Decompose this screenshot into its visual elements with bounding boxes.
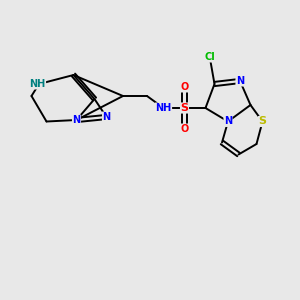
Text: NH: NH bbox=[155, 103, 172, 113]
Text: N: N bbox=[224, 116, 232, 127]
Text: O: O bbox=[180, 124, 189, 134]
Text: N: N bbox=[236, 76, 244, 86]
Text: S: S bbox=[259, 116, 266, 127]
Text: N: N bbox=[102, 112, 111, 122]
Text: S: S bbox=[181, 103, 188, 113]
Text: O: O bbox=[180, 82, 189, 92]
Text: NH: NH bbox=[29, 79, 46, 89]
Text: Cl: Cl bbox=[205, 52, 215, 62]
Text: N: N bbox=[72, 115, 81, 125]
